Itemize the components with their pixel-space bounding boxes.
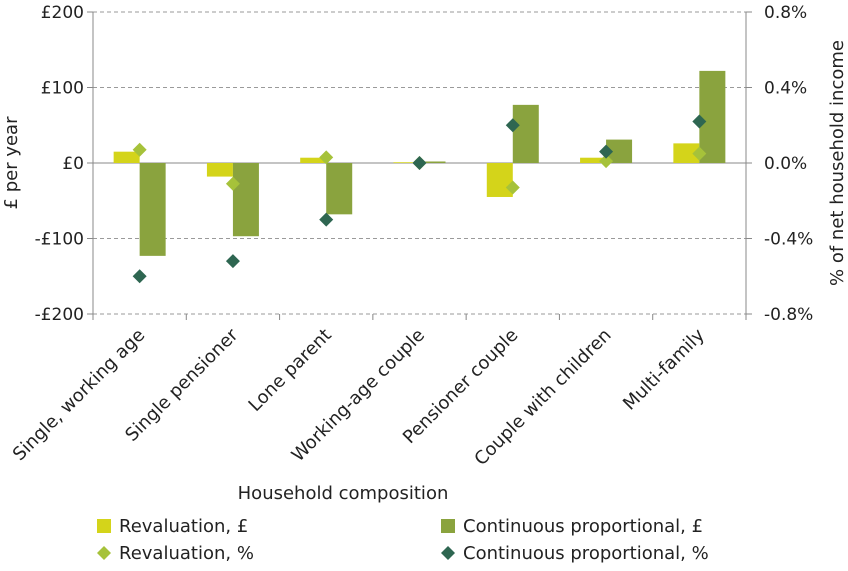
- bar-revaluation-single-working-age: [113, 151, 140, 163]
- marker-revaluation-single-working-age: [132, 142, 147, 157]
- legend-swatch-continuous-proportional: [441, 519, 455, 533]
- marker-continuous-proportional-couple-with-children: [599, 144, 614, 159]
- bar-continuous-proportional-lone-parent: [326, 163, 353, 215]
- legend-label-revaluation: Revaluation, %: [119, 543, 254, 564]
- left-tick-label: £0: [62, 154, 84, 174]
- marker-continuous-proportional-single-working-age: [132, 269, 147, 284]
- category-label-multi-family: Multi-family: [619, 324, 709, 414]
- marker-revaluation-lone-parent: [319, 150, 334, 165]
- legend-swatch-continuous-proportional: [441, 546, 455, 560]
- y-axis-title: £ per year: [1, 116, 22, 210]
- marker-continuous-proportional-working-age-couple: [412, 156, 427, 170]
- legend-swatch-revaluation: [97, 546, 111, 560]
- legend: Revaluation, £ Continuous proportional, £…: [97, 516, 709, 564]
- legend-label-revaluation: Revaluation, £: [119, 516, 248, 537]
- bar-revaluation-multi-family: [673, 143, 700, 163]
- bar-continuous-proportional-single-pensioner: [232, 163, 259, 237]
- left-tick-label: -£200: [35, 305, 84, 325]
- right-tick-labels: 0.8% 0.4% 0.0% -0.4% -0.8%: [764, 3, 813, 325]
- bar-revaluation-single-pensioner: [206, 163, 233, 177]
- left-tick-label: -£100: [35, 230, 84, 250]
- bar-revaluation-couple-with-children: [580, 157, 607, 163]
- legend-label-continuous-proportional: Continuous proportional, %: [463, 543, 709, 564]
- left-tick-label: £200: [41, 3, 84, 23]
- bar-continuous-proportional-multi-family: [699, 70, 726, 163]
- marker-continuous-proportional-lone-parent: [319, 212, 334, 227]
- right-tick-label: -0.4%: [764, 230, 813, 250]
- y2-axis-title: % of net household income: [827, 40, 848, 286]
- marker-revaluation-couple-with-children: [599, 154, 614, 169]
- bar-continuous-proportional-working-age-couple: [419, 161, 446, 163]
- marker-revaluation-single-pensioner: [225, 176, 240, 191]
- right-tick-label: 0.8%: [764, 3, 807, 23]
- bar-continuous-proportional-pensioner-couple: [512, 104, 539, 163]
- bar-continuous-proportional-couple-with-children: [606, 139, 633, 163]
- marker-continuous-proportional-pensioner-couple: [505, 118, 520, 133]
- right-tick-label: -0.8%: [764, 305, 813, 325]
- category-label-lone-parent: Lone parent: [245, 325, 336, 416]
- bar-revaluation-lone-parent: [300, 157, 327, 163]
- left-tick-labels: £200 £100 £0 -£100 -£200: [35, 3, 84, 325]
- category-label-single-working-age: Single, working age: [9, 325, 149, 465]
- legend-swatch-revaluation: [97, 519, 111, 533]
- legend-label-continuous-proportional: Continuous proportional, £: [463, 516, 703, 537]
- marker-continuous-proportional-single-pensioner: [225, 254, 240, 269]
- markers: [132, 114, 707, 284]
- bars: [113, 70, 726, 256]
- right-tick-label: 0.4%: [764, 79, 807, 99]
- bar-revaluation-working-age-couple: [393, 162, 420, 164]
- right-tick-label: 0.0%: [764, 154, 807, 174]
- left-tick-label: £100: [41, 79, 84, 99]
- marker-revaluation-pensioner-couple: [505, 180, 520, 195]
- bar-revaluation-pensioner-couple: [486, 163, 513, 197]
- x-axis-title: Household composition: [238, 483, 449, 504]
- bar-continuous-proportional-single-working-age: [139, 163, 166, 256]
- marker-continuous-proportional-multi-family: [692, 114, 707, 129]
- gridlines: [93, 11, 746, 315]
- marker-revaluation-multi-family: [692, 146, 707, 161]
